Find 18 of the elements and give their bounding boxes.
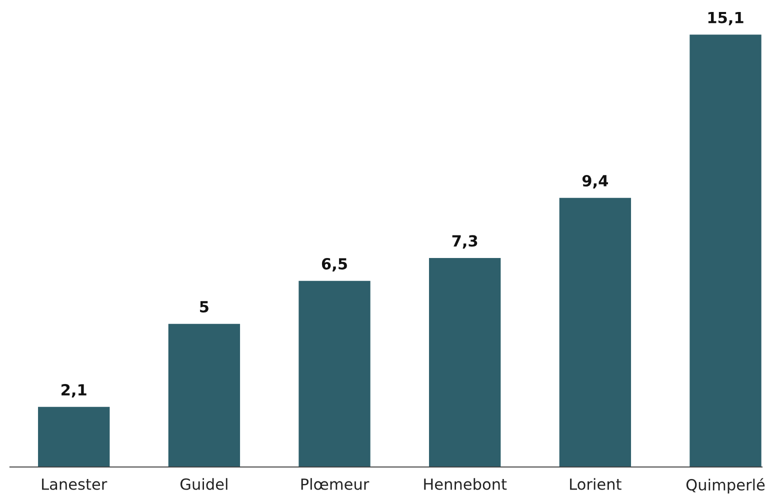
x-tick-label: Quimperlé: [686, 478, 765, 494]
data-label: 6,5: [322, 258, 347, 272]
x-tick-label: Lanester: [42, 478, 108, 490]
bar: [298, 280, 370, 467]
data-label: 7,3: [452, 235, 478, 249]
bar: [559, 198, 632, 467]
x-tick-label: Plœmeur: [301, 478, 370, 490]
x-tick-label: Hennebont: [424, 478, 507, 490]
bar: [690, 34, 762, 467]
x-tick-label: Lorient: [570, 478, 622, 490]
data-label: 9,4: [582, 174, 608, 188]
data-label: 5: [200, 301, 208, 313]
bar: [38, 406, 110, 467]
bar: [429, 258, 501, 467]
bar: [168, 324, 240, 467]
data-label: 15,1: [708, 12, 744, 26]
data-label: 2,1: [62, 384, 86, 398]
x-tick-label: Guidel: [180, 478, 228, 490]
